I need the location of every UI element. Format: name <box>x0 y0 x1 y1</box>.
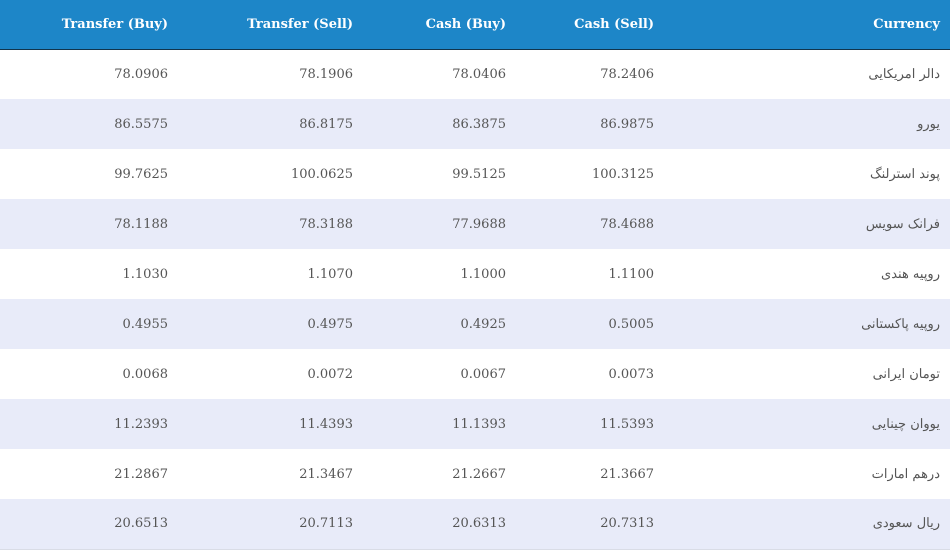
table-row: 86.5575 86.8175 86.3875 86.9875 یورو <box>0 99 950 149</box>
currency-cell: فرانک سویس <box>865 216 940 232</box>
cash-buy-cell: 0.0067 <box>460 366 507 382</box>
transfer-buy-cell: 0.0068 <box>122 366 169 382</box>
table-row: 0.4955 0.4975 0.4925 0.5005 روپیه پاکستا… <box>0 299 950 349</box>
cash-sell-cell: 11.5393 <box>600 416 654 432</box>
currency-cell: یووان چینایی <box>871 416 940 432</box>
currency-cell: پوند استرلنگ <box>869 166 940 182</box>
transfer-buy-cell: 78.0906 <box>114 66 168 82</box>
currency-cell: دالر امریکایی <box>868 66 940 82</box>
header-transfer-sell: Transfer (Sell) <box>178 0 363 50</box>
table-row: 99.7625 100.0625 99.5125 100.3125 پوند ا… <box>0 149 950 199</box>
table-header: Transfer (Buy) Transfer (Sell) Cash (Buy… <box>0 0 950 50</box>
cash-sell-cell: 0.5005 <box>608 316 655 332</box>
table-row: 20.6513 20.7113 20.6313 20.7313 ریال سعو… <box>0 499 950 550</box>
currency-cell: تومان ایرانی <box>872 366 940 382</box>
transfer-sell-cell: 78.3188 <box>299 216 353 232</box>
cash-sell-cell: 21.3667 <box>600 466 654 482</box>
cash-buy-cell: 1.1000 <box>460 266 507 282</box>
cash-sell-cell: 20.7313 <box>516 499 664 550</box>
transfer-sell-cell: 21.3467 <box>299 466 353 482</box>
header-currency: Currency <box>664 0 950 50</box>
header-row: Transfer (Buy) Transfer (Sell) Cash (Buy… <box>0 0 950 50</box>
currency-cell: یورو <box>917 116 940 132</box>
transfer-buy-cell: 20.6513 <box>0 499 178 550</box>
cash-sell-cell: 0.0073 <box>608 366 655 382</box>
table-row: 78.0906 78.1906 78.0406 78.2406 دالر امر… <box>0 49 950 99</box>
cash-buy-cell: 21.2667 <box>452 466 506 482</box>
cash-sell-cell: 78.2406 <box>600 66 654 82</box>
transfer-sell-cell: 20.7113 <box>178 499 363 550</box>
cash-buy-cell: 77.9688 <box>452 216 506 232</box>
transfer-buy-cell: 21.2867 <box>114 466 168 482</box>
table-row: 21.2867 21.3467 21.2667 21.3667 درهم اما… <box>0 449 950 499</box>
header-cash-buy: Cash (Buy) <box>363 0 516 50</box>
transfer-sell-cell: 0.0072 <box>307 366 354 382</box>
currency-cell: روپیه هندی <box>881 266 940 282</box>
transfer-sell-cell: 11.4393 <box>299 416 353 432</box>
table-row: 11.2393 11.4393 11.1393 11.5393 یووان چی… <box>0 399 950 449</box>
transfer-buy-cell: 86.5575 <box>114 116 168 132</box>
transfer-sell-cell: 86.8175 <box>299 116 353 132</box>
currency-cell: روپیه پاکستانی <box>861 316 940 332</box>
cash-buy-cell: 20.6313 <box>363 499 516 550</box>
cash-buy-cell: 86.3875 <box>452 116 506 132</box>
table-row: 1.1030 1.1070 1.1000 1.1100 روپیه هندی <box>0 249 950 299</box>
transfer-buy-cell: 0.4955 <box>122 316 169 332</box>
table-body: 78.0906 78.1906 78.0406 78.2406 دالر امر… <box>0 49 950 550</box>
cash-sell-cell: 100.3125 <box>591 166 654 182</box>
cash-buy-cell: 11.1393 <box>452 416 506 432</box>
transfer-buy-cell: 1.1030 <box>122 266 169 282</box>
transfer-sell-cell: 0.4975 <box>307 316 354 332</box>
table-row: 78.1188 78.3188 77.9688 78.4688 فرانک سو… <box>0 199 950 249</box>
currency-cell: درهم امارات <box>871 466 940 482</box>
cash-buy-cell: 78.0406 <box>452 66 506 82</box>
cash-sell-cell: 86.9875 <box>600 116 654 132</box>
currency-cell: ریال سعودی <box>664 499 950 550</box>
table-row: 0.0068 0.0072 0.0067 0.0073 تومان ایرانی <box>0 349 950 399</box>
header-transfer-buy: Transfer (Buy) <box>0 0 178 50</box>
transfer-sell-cell: 100.0625 <box>290 166 353 182</box>
transfer-buy-cell: 11.2393 <box>114 416 168 432</box>
transfer-sell-cell: 78.1906 <box>299 66 353 82</box>
transfer-buy-cell: 99.7625 <box>114 166 168 182</box>
cash-sell-cell: 78.4688 <box>600 216 654 232</box>
transfer-buy-cell: 78.1188 <box>114 216 168 232</box>
cash-buy-cell: 99.5125 <box>452 166 506 182</box>
header-cash-sell: Cash (Sell) <box>516 0 664 50</box>
cash-sell-cell: 1.1100 <box>608 266 655 282</box>
cash-buy-cell: 0.4925 <box>460 316 507 332</box>
transfer-sell-cell: 1.1070 <box>307 266 354 282</box>
